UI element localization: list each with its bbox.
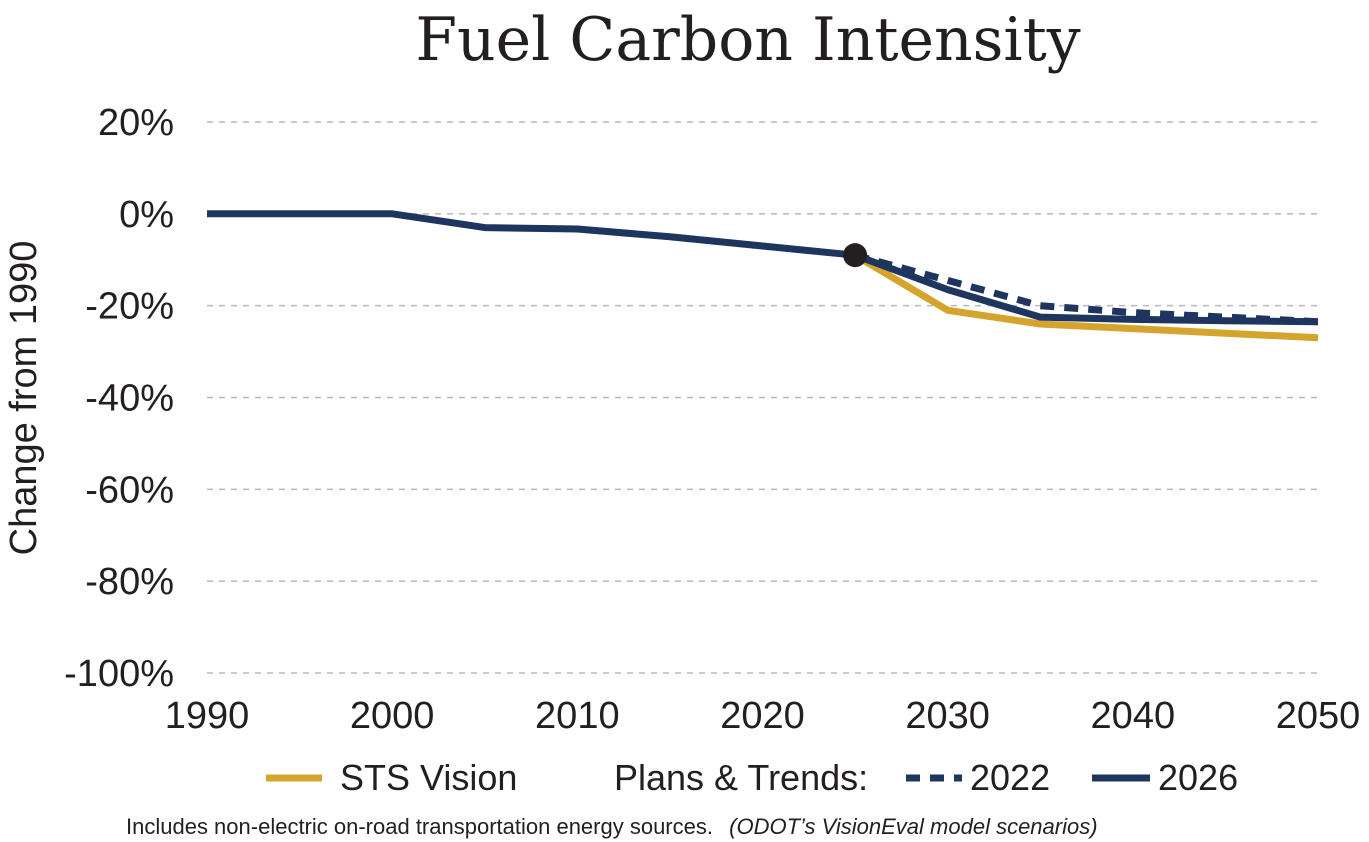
- gridlines: [207, 121, 1318, 674]
- y-tick-labels: 20% 0% -20% -40% -60% -80% -100%: [64, 102, 174, 695]
- y-tick-label: 0%: [119, 194, 174, 236]
- x-tick-label: 2020: [720, 695, 805, 737]
- series-line-2022: [854, 251, 1319, 326]
- legend-label-2026: 2026: [1158, 757, 1238, 798]
- legend-label-2022: 2022: [970, 757, 1050, 798]
- base-year-marker: [843, 243, 868, 268]
- legend: STS Vision Plans & Trends: 2022 2026: [266, 757, 1238, 798]
- footnote: Includes non-electric on-road transporta…: [126, 814, 1098, 839]
- footnote-source: (ODOT’s VisionEval model scenarios): [729, 814, 1097, 839]
- y-tick-label: -40%: [85, 378, 174, 420]
- x-tick-label: 2040: [1091, 695, 1176, 737]
- x-tick-label: 1990: [165, 695, 250, 737]
- y-tick-label: -60%: [85, 469, 174, 511]
- y-axis-label: Change from 1990: [3, 241, 45, 556]
- series-line-history: [207, 210, 856, 259]
- y-tick-label: -100%: [64, 653, 174, 695]
- series-line-2026: [853, 251, 1319, 326]
- x-tick-label: 2000: [350, 695, 435, 737]
- x-tick-labels: 1990 2000 2010 2020 2030 2040 2050: [165, 695, 1361, 737]
- base-year-marker-group: [843, 243, 868, 268]
- series-line-sts-vision: [853, 252, 1319, 342]
- y-tick-label: -80%: [85, 561, 174, 603]
- footnote-text: Includes non-electric on-road transporta…: [126, 814, 713, 839]
- y-tick-label: 20%: [98, 102, 174, 144]
- series-lines: [207, 210, 1319, 342]
- legend-label-plans-trends: Plans & Trends:: [614, 757, 868, 798]
- x-tick-label: 2050: [1276, 695, 1361, 737]
- y-tick-label: -20%: [85, 286, 174, 328]
- x-tick-label: 2010: [535, 695, 620, 737]
- x-tick-label: 2030: [905, 695, 990, 737]
- chart-title: Fuel Carbon Intensity: [415, 5, 1080, 75]
- legend-label-sts-vision: STS Vision: [340, 757, 517, 798]
